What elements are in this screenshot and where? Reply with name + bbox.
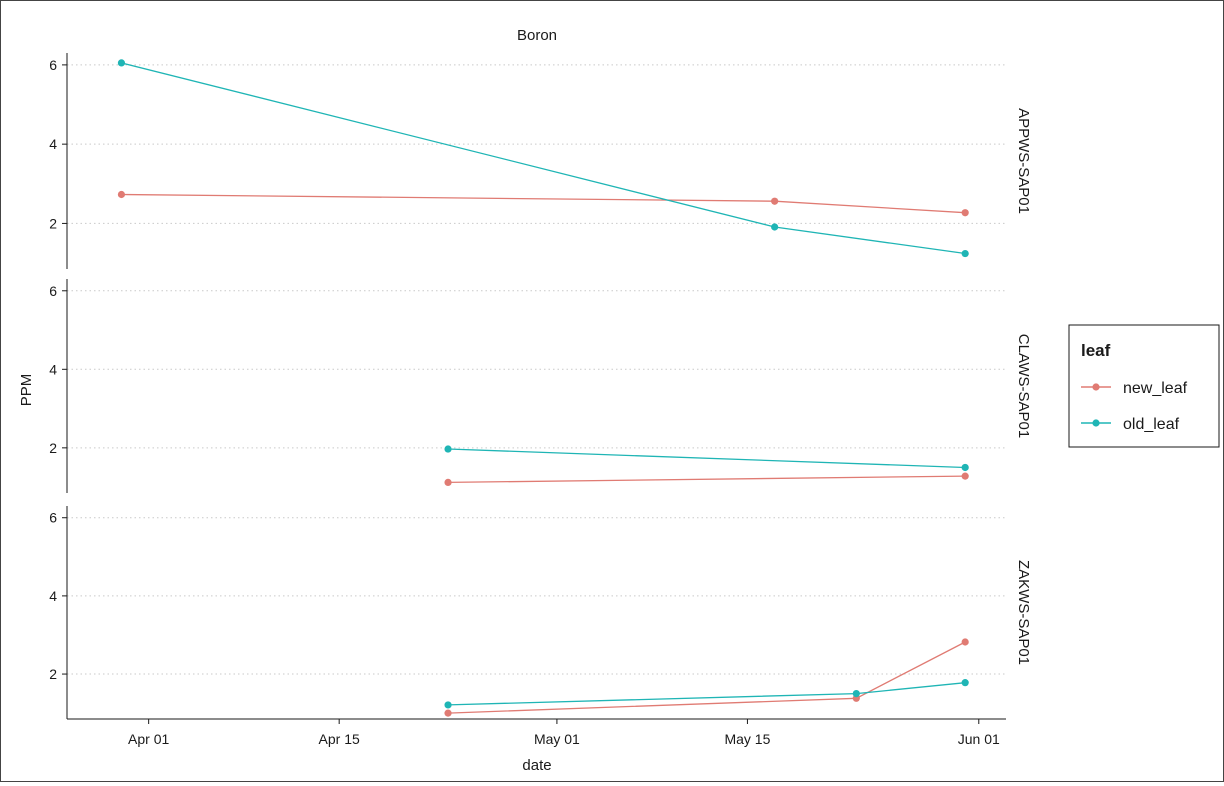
legend-key-point (1092, 419, 1100, 427)
legend-item-label: new_leaf (1123, 380, 1188, 397)
data-point-old_leaf (444, 701, 452, 709)
series-line-old_leaf (447, 448, 966, 469)
y-tick-label: 6 (49, 510, 57, 526)
data-point-new_leaf (961, 638, 969, 646)
chart-title: Boron (517, 27, 557, 44)
legend-item-new_leaf: new_leaf (1081, 380, 1188, 397)
y-axis-title: PPM (18, 374, 35, 407)
data-point-old_leaf (771, 223, 779, 231)
series-line-old_leaf (447, 682, 966, 706)
data-point-new_leaf (444, 478, 452, 486)
legend-title: leaf (1081, 341, 1111, 360)
data-point-new_leaf (771, 197, 779, 205)
facet-panels: 2 4 6 APPWS-SAP01 2 4 6 CLAWS-SAP01 2 4 6 ZAKWS-SAP… (49, 53, 1032, 719)
facet-strip-label: ZAKWS-SAP01 (1015, 560, 1032, 665)
y-tick-label: 6 (49, 57, 57, 73)
data-point-old_leaf (852, 689, 860, 698)
data-point-new_leaf (117, 190, 126, 199)
data-point-new_leaf (444, 709, 452, 717)
data-point-old_leaf (961, 249, 969, 258)
series-line-new_leaf (121, 193, 966, 214)
y-tick-label: 4 (49, 588, 57, 604)
y-tick-label: 6 (49, 283, 57, 299)
y-tick-label: 2 (49, 440, 57, 456)
x-tick-label: Apr 01 (128, 731, 169, 747)
data-point-old_leaf (444, 445, 452, 453)
facet-strip-label: APPWS-SAP01 (1015, 108, 1032, 214)
x-tick-label: Jun 01 (958, 731, 1000, 747)
legend-item-old_leaf: old_leaf (1081, 416, 1180, 433)
y-tick-label: 2 (49, 666, 57, 682)
y-tick-label: 2 (49, 215, 57, 231)
y-tick-label: 4 (49, 361, 57, 377)
legend-items: new_leaf old_leaf (1081, 380, 1188, 433)
facet-strip-label: CLAWS-SAP01 (1015, 334, 1032, 438)
x-tick-label: Apr 15 (319, 731, 360, 747)
series-line-new_leaf (447, 475, 966, 484)
legend-item-label: old_leaf (1123, 416, 1180, 433)
facet-panel: 2 4 6 CLAWS-SAP01 (49, 279, 1032, 493)
data-point-old_leaf (961, 463, 969, 472)
y-tick-label: 4 (49, 136, 57, 152)
legend-key-point (1092, 383, 1100, 391)
series-line-old_leaf (121, 62, 966, 255)
x-tick-label: May 15 (724, 731, 770, 747)
legend: leaf new_leaf old_leaf (1068, 324, 1220, 448)
x-tick-label: May 01 (534, 731, 580, 747)
data-point-old_leaf (117, 59, 126, 67)
data-point-old_leaf (961, 679, 969, 687)
data-point-new_leaf (961, 472, 969, 480)
facet-panel: 2 4 6 ZAKWS-SAP01 (49, 506, 1032, 719)
x-axis: Apr 01 Apr 15 May 01 May 15 Jun 01 (67, 718, 1006, 747)
facet-panel: 2 4 6 APPWS-SAP01 (49, 53, 1032, 269)
x-axis-title: date (522, 757, 551, 774)
data-point-new_leaf (961, 209, 969, 217)
